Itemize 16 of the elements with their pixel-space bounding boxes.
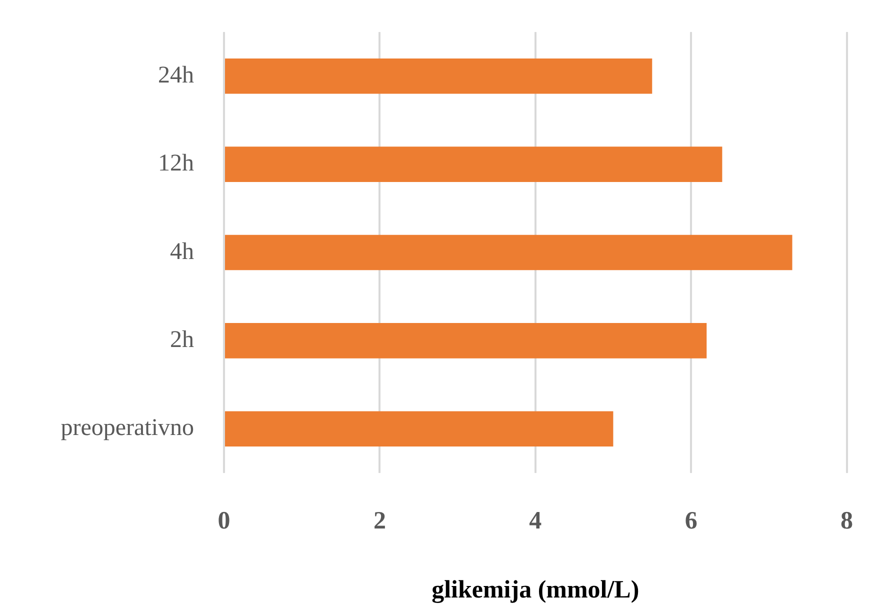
x-axis-title: glikemija (mmol/L) [432, 576, 640, 604]
bar [225, 58, 652, 94]
x-tick-label: 2 [373, 507, 386, 534]
bar [225, 234, 792, 270]
x-tick-label: 0 [218, 507, 230, 534]
bar [225, 323, 707, 358]
y-tick-label: 4h [170, 238, 194, 265]
y-tick-label: 24h [158, 62, 194, 88]
y-tick-label: preoperativno [60, 415, 194, 442]
y-tick-label: 12h [158, 150, 194, 177]
bar [225, 146, 722, 182]
x-tick-label: 8 [840, 507, 853, 534]
x-tick-label: 6 [684, 507, 698, 534]
x-tick-label: 4 [529, 507, 542, 534]
bar [225, 411, 614, 447]
y-tick-label: 2h [170, 326, 194, 353]
